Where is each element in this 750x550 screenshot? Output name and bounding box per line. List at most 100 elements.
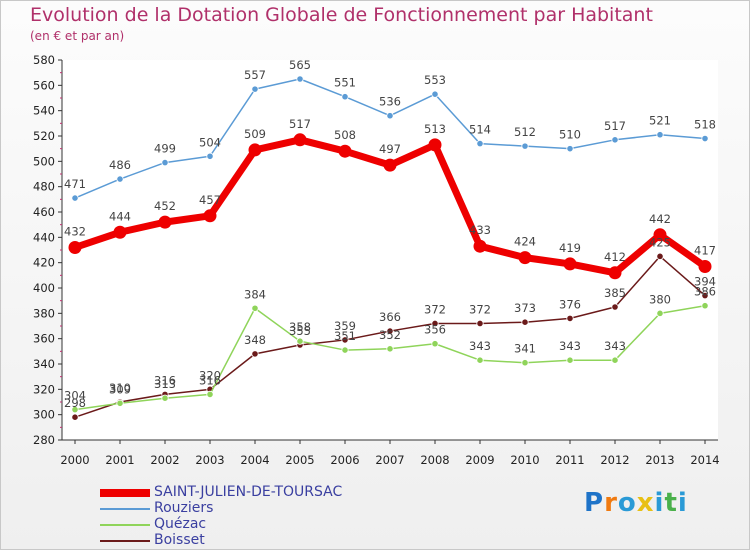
legend-swatch [100, 524, 150, 526]
data-label: 380 [649, 292, 671, 306]
data-point [566, 314, 574, 322]
data-point [701, 302, 709, 310]
data-point [611, 303, 619, 311]
data-point [473, 239, 487, 253]
x-tick-label: 2000 [60, 453, 89, 467]
data-point [161, 394, 169, 402]
data-label: 433 [469, 223, 491, 237]
data-point [563, 257, 577, 271]
y-tick-label: 520 [33, 129, 55, 143]
y-tick-label: 440 [33, 230, 55, 244]
y-tick-label: 320 [33, 382, 55, 396]
data-label: 486 [109, 158, 131, 172]
data-label: 313 [154, 377, 176, 391]
data-label: 351 [334, 329, 356, 343]
y-tick-label: 300 [33, 408, 55, 422]
data-label: 471 [64, 177, 86, 191]
data-label: 386 [694, 285, 716, 299]
data-label: 348 [244, 333, 266, 347]
x-tick-label: 2012 [600, 453, 629, 467]
logo-letter: i [654, 488, 665, 518]
data-point [386, 112, 394, 120]
data-label: 384 [244, 287, 266, 301]
data-label: 310 [109, 381, 131, 395]
data-label: 425 [649, 235, 671, 249]
data-label: 452 [154, 199, 176, 213]
x-tick-label: 2005 [285, 453, 314, 467]
legend-label: Rouziers [154, 500, 214, 516]
data-point [251, 85, 259, 93]
x-tick-label: 2013 [645, 453, 674, 467]
logo-letter: P [584, 488, 605, 518]
x-tick-label: 2002 [150, 453, 179, 467]
legend-swatch [100, 489, 150, 497]
y-tick-label: 540 [33, 104, 55, 118]
data-point [296, 75, 304, 83]
data-point [431, 340, 439, 348]
y-tick-label: 500 [33, 154, 55, 168]
data-label: 304 [64, 389, 86, 403]
data-label: 504 [199, 135, 221, 149]
legend-label: Quézac [154, 516, 207, 532]
data-label: 499 [154, 142, 176, 156]
data-point [521, 318, 529, 326]
x-tick-label: 2007 [375, 453, 404, 467]
data-point [251, 350, 259, 358]
data-point [521, 142, 529, 150]
data-label: 316 [199, 373, 221, 387]
y-tick-label: 380 [33, 306, 55, 320]
data-label: 536 [379, 95, 401, 109]
x-tick-label: 2006 [330, 453, 359, 467]
data-point [341, 93, 349, 101]
data-label: 358 [289, 320, 311, 334]
x-tick-label: 2010 [510, 453, 539, 467]
data-point [206, 390, 214, 398]
legend-label: Boisset [154, 532, 205, 548]
data-point [71, 194, 79, 202]
data-point [293, 133, 307, 147]
data-point [113, 225, 127, 239]
data-label: 372 [469, 302, 491, 316]
data-point [566, 356, 574, 364]
legend-swatch [100, 508, 150, 510]
data-point [296, 337, 304, 345]
data-point [656, 309, 664, 317]
data-point [203, 209, 217, 223]
data-label: 343 [559, 339, 581, 353]
data-label: 444 [109, 209, 131, 223]
data-label: 442 [649, 212, 671, 226]
data-label: 352 [379, 328, 401, 342]
data-point [206, 152, 214, 160]
data-point [386, 327, 394, 335]
data-label: 320 [199, 368, 221, 382]
data-point [566, 145, 574, 153]
x-tick-label: 2003 [195, 453, 224, 467]
y-tick-label: 280 [33, 433, 55, 447]
y-tick-label: 560 [33, 78, 55, 92]
data-label: 557 [244, 68, 266, 82]
data-label: 432 [64, 224, 86, 238]
data-label: 372 [424, 302, 446, 316]
y-tick-label: 420 [33, 256, 55, 270]
data-label: 565 [289, 58, 311, 72]
data-label: 417 [694, 243, 716, 257]
data-point [701, 134, 709, 143]
data-point [608, 266, 622, 280]
data-label: 497 [379, 142, 401, 156]
y-tick-label: 580 [33, 53, 55, 67]
logo-letter: i [677, 488, 688, 518]
data-point [476, 356, 484, 364]
data-label: 356 [424, 323, 446, 337]
logo-letter: x [636, 488, 655, 518]
data-label: 376 [559, 297, 581, 311]
data-label: 316 [154, 373, 176, 387]
data-point [701, 291, 709, 300]
data-point [251, 304, 259, 312]
data-point [656, 131, 664, 139]
data-point [338, 144, 352, 158]
data-label: 517 [604, 119, 626, 133]
series-layer [68, 75, 712, 421]
data-point [431, 319, 439, 328]
data-label: 508 [334, 128, 356, 142]
data-label: 343 [469, 339, 491, 353]
